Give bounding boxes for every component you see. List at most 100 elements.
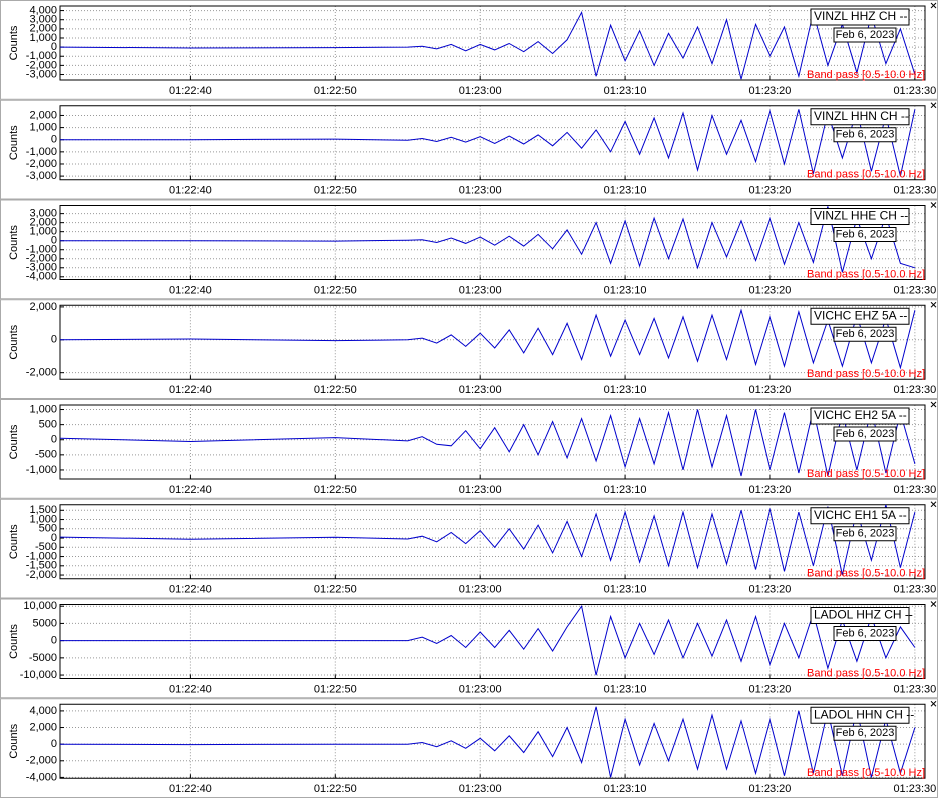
legend-box bbox=[810, 307, 910, 325]
panel-frame bbox=[0, 698, 938, 798]
filter-label: Band pass [0.5-10.0 Hz] bbox=[807, 169, 925, 181]
date-label: Feb 6, 2023 bbox=[836, 528, 895, 540]
legend-box bbox=[810, 208, 910, 225]
y-tick-label: 0 bbox=[51, 41, 57, 53]
date-box bbox=[833, 27, 897, 43]
x-tick-label: 01:23:20 bbox=[749, 484, 792, 496]
y-tick-label: 2,000 bbox=[29, 721, 57, 733]
legend-box bbox=[810, 108, 910, 126]
legend-label: VINZL HHZ CH -- bbox=[814, 9, 908, 23]
plot-frame bbox=[59, 604, 926, 679]
plot-frame bbox=[59, 205, 926, 280]
date-box bbox=[833, 426, 897, 442]
y-tick-label: -2,000 bbox=[26, 755, 57, 767]
y-tick-label: -500 bbox=[35, 541, 57, 553]
x-tick-label: 01:23:00 bbox=[459, 85, 502, 97]
y-tick-label: 0 bbox=[51, 635, 57, 647]
filter-label: Band pass [0.5-10.0 Hz] bbox=[807, 69, 925, 81]
close-icon bbox=[930, 501, 937, 508]
x-tick-label: 01:23:30 bbox=[893, 85, 936, 97]
date-box bbox=[833, 326, 897, 342]
y-tick-label: 0 bbox=[51, 532, 57, 544]
x-tick-label: 01:23:30 bbox=[893, 185, 936, 197]
x-tick-label: 01:22:40 bbox=[169, 783, 212, 795]
legend-label: VINZL HHN CH -- bbox=[814, 109, 909, 123]
x-tick-label: 01:22:50 bbox=[314, 783, 357, 795]
close-icon bbox=[930, 401, 937, 408]
trace-panel: 01:22:40 01:22:50 01:23:00 01:23:10 01:23:20… bbox=[0, 99, 938, 200]
y-tick-label: -1,000 bbox=[26, 146, 57, 158]
panel-frame bbox=[0, 399, 938, 499]
y-tick-label: 0 bbox=[51, 235, 57, 247]
waveform bbox=[60, 108, 916, 177]
x-tick-label: 01:23:20 bbox=[749, 384, 792, 396]
y-tick-label: 1,000 bbox=[29, 403, 57, 415]
legend-label: VICHC EH1 5A -- bbox=[814, 508, 907, 522]
y-tick-label: -10,000 bbox=[20, 669, 57, 681]
y-tick-label: 4,000 bbox=[29, 4, 57, 16]
y-tick-label: -4,000 bbox=[26, 271, 57, 283]
y-tick-label: 0 bbox=[51, 738, 57, 750]
y-tick-label: 3,000 bbox=[29, 14, 57, 26]
x-tick-label: 01:23:30 bbox=[893, 683, 936, 695]
x-tick-label: 01:23:00 bbox=[459, 683, 502, 695]
waveform bbox=[60, 409, 916, 477]
x-tick-label: 01:22:50 bbox=[314, 384, 357, 396]
close-icon bbox=[930, 601, 937, 607]
trace-panel: 01:22:40 01:22:50 01:23:00 01:23:10 01:23:20… bbox=[0, 199, 938, 300]
y-tick-label: 1,000 bbox=[29, 226, 57, 238]
date-label: Feb 6, 2023 bbox=[836, 129, 895, 141]
filter-label: Band pass [0.5-10.0 Hz] bbox=[807, 568, 925, 580]
x-tick-label: 01:23:00 bbox=[459, 584, 502, 596]
x-tick-label: 01:22:50 bbox=[314, 185, 357, 197]
y-axis-label: Counts bbox=[8, 324, 20, 359]
y-tick-label: 1,000 bbox=[29, 513, 57, 525]
y-tick-label: 0 bbox=[51, 134, 57, 146]
legend-label: VICHC EH2 5A -- bbox=[814, 408, 907, 422]
date-box bbox=[833, 626, 897, 641]
x-tick-label: 01:23:20 bbox=[749, 783, 792, 795]
x-tick-label: 01:22:40 bbox=[169, 384, 212, 396]
filter-label: Band pass [0.5-10.0 Hz] bbox=[807, 268, 925, 280]
plot-frame bbox=[59, 504, 926, 580]
y-tick-label: 0 bbox=[51, 334, 57, 346]
x-tick-label: 01:23:30 bbox=[893, 584, 936, 596]
x-tick-label: 01:22:50 bbox=[314, 484, 357, 496]
waveform bbox=[60, 206, 916, 273]
waveform bbox=[60, 504, 916, 576]
y-axis-label: Counts bbox=[8, 25, 20, 60]
y-tick-label: -5000 bbox=[29, 652, 57, 664]
filter-label: Band pass [0.5-10.0 Hz] bbox=[807, 468, 925, 480]
legend-box bbox=[810, 706, 910, 724]
x-tick-label: 01:23:10 bbox=[604, 185, 647, 197]
x-tick-label: 01:23:00 bbox=[459, 783, 502, 795]
x-tick-label: 01:22:40 bbox=[169, 284, 212, 296]
x-tick-label: 01:23:00 bbox=[459, 484, 502, 496]
y-axis-label: Counts bbox=[8, 424, 20, 459]
trace-panel: 01:22:40 01:22:50 01:23:00 01:23:10 01:23:20… bbox=[0, 498, 938, 599]
y-axis-label: Counts bbox=[8, 125, 20, 160]
y-tick-label: -1,500 bbox=[26, 560, 57, 572]
y-tick-label: -2,000 bbox=[26, 367, 57, 379]
y-tick-label: 500 bbox=[39, 419, 57, 431]
plot-frame bbox=[59, 304, 926, 380]
x-tick-label: 01:23:00 bbox=[459, 384, 502, 396]
legend-label: VICHC EHZ 5A -- bbox=[814, 308, 907, 322]
y-tick-label: -1,000 bbox=[26, 550, 57, 562]
y-tick-label: 1,000 bbox=[29, 32, 57, 44]
filter-label: Band pass [0.5-10.0 Hz] bbox=[807, 368, 925, 380]
y-tick-label: 3,000 bbox=[29, 208, 57, 220]
waveform bbox=[60, 706, 916, 778]
date-box bbox=[833, 227, 897, 242]
y-axis-label: Counts bbox=[8, 723, 20, 758]
legend-label: VINZL HHE CH -- bbox=[814, 209, 908, 223]
filter-label: Band pass [0.5-10.0 Hz] bbox=[807, 667, 925, 679]
x-tick-label: 01:23:30 bbox=[893, 384, 936, 396]
date-box bbox=[833, 127, 897, 143]
y-tick-label: -1,000 bbox=[26, 464, 57, 476]
panel-frame bbox=[0, 598, 938, 699]
close-icon bbox=[930, 301, 937, 308]
y-tick-label: -2,000 bbox=[26, 59, 57, 71]
x-tick-label: 01:23:10 bbox=[604, 484, 647, 496]
